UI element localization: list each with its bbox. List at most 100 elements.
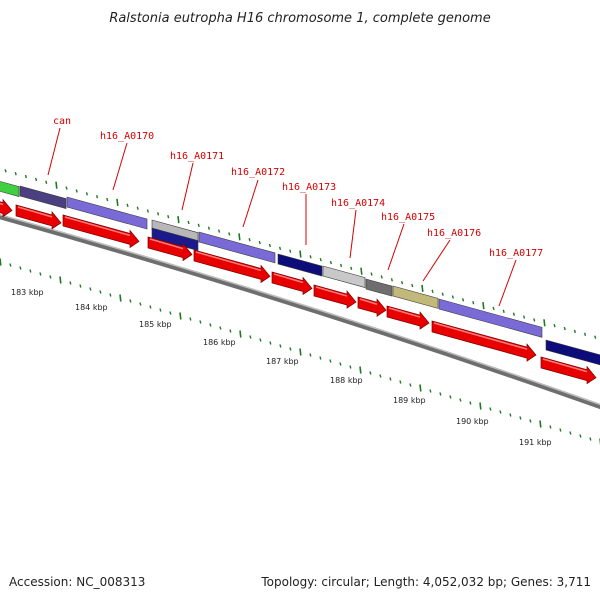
cds-arrow — [271, 271, 313, 296]
cds-arrow-shine — [433, 322, 528, 350]
gene-label[interactable]: h16_A0170 — [100, 131, 154, 142]
gene-label[interactable]: h16_A0171 — [170, 151, 224, 162]
backbone-highlight — [0, 214, 600, 406]
tick-mark — [228, 232, 231, 236]
cds-arrow — [62, 214, 140, 249]
kbp-label: 191 kbp — [519, 438, 552, 447]
tick-mark — [126, 203, 129, 207]
cds-arrow-track — [0, 198, 597, 385]
cds-arrow-shine — [388, 307, 421, 318]
tick-mark — [75, 189, 78, 193]
cds-arrow — [431, 320, 537, 362]
tick-mark — [569, 431, 572, 435]
tick-mark — [509, 413, 512, 417]
tick-mark — [559, 428, 562, 432]
tick-mark — [106, 197, 109, 202]
tick-mark — [512, 312, 515, 316]
tick-mark — [167, 215, 170, 219]
tick-mark — [289, 249, 292, 253]
cds-arrow — [540, 356, 597, 385]
tick-mark — [519, 416, 522, 420]
tick-mark — [4, 169, 7, 173]
feature-track — [0, 181, 600, 366]
tick-mark — [268, 243, 271, 248]
gene-label[interactable]: h16_A0175 — [381, 212, 435, 223]
tick-mark — [469, 401, 472, 405]
tick-mark — [258, 240, 261, 245]
tick-mark — [29, 269, 32, 273]
cds-arrow — [357, 296, 387, 317]
position-labels: 183 kbp 184 kbp 185 kbp 186 kbp 187 kbp … — [11, 288, 552, 447]
feature-segment — [392, 285, 439, 309]
tick-mark — [109, 293, 112, 297]
tick-mark — [419, 384, 422, 392]
tick-mark — [259, 338, 262, 342]
tick-mark — [278, 246, 282, 250]
tick-mark — [400, 280, 404, 285]
tick-mark — [209, 323, 212, 327]
tick-mark — [409, 383, 412, 387]
tick-mark — [238, 233, 241, 241]
feature-segment — [0, 181, 20, 197]
tick-mark — [269, 341, 272, 345]
tick-mark — [177, 216, 180, 224]
tick-mark — [449, 395, 452, 399]
tick-mark — [339, 362, 342, 366]
gene-label[interactable]: h16_A0174 — [331, 198, 385, 209]
cds-arrow-shine — [64, 216, 131, 237]
tick-mark — [329, 359, 332, 363]
tick-mark — [370, 272, 373, 276]
tick-mark — [217, 229, 221, 233]
tick-mark — [289, 347, 292, 351]
tick-mark — [299, 348, 302, 356]
backbone-track — [0, 214, 600, 410]
tick-mark — [299, 250, 302, 258]
cds-arrow-shine — [273, 273, 304, 284]
label-pointer — [498, 259, 517, 307]
tick-mark — [439, 392, 442, 396]
cds-arrow — [313, 284, 357, 309]
cds-arrow — [147, 236, 193, 262]
accession-text: Accession: NC_008313 — [9, 575, 145, 589]
tick-mark — [0, 258, 2, 266]
tick-mark — [136, 206, 139, 210]
feature-segment — [151, 227, 199, 252]
label-pointer — [349, 209, 357, 259]
tick-mark — [69, 281, 72, 285]
tick-mark — [249, 335, 252, 339]
tick-mark — [459, 398, 462, 402]
tick-mark — [319, 356, 322, 360]
tick-mark — [502, 309, 505, 314]
tick-mark — [359, 366, 362, 374]
tick-mark — [492, 306, 495, 311]
gene-label[interactable]: h16_A0177 — [489, 248, 543, 259]
gene-label[interactable]: h16_A0172 — [231, 167, 285, 178]
gene-label[interactable]: can — [53, 116, 71, 127]
kbp-label: 186 kbp — [203, 338, 236, 347]
tick-mark — [34, 177, 38, 182]
tick-mark — [390, 278, 393, 282]
label-pointer — [387, 223, 405, 271]
tick-mark — [563, 326, 566, 331]
tick-mark — [553, 323, 556, 328]
tick-mark — [169, 311, 172, 315]
gene-label[interactable]: h16_A0176 — [427, 228, 481, 239]
feature-segment — [365, 278, 393, 297]
gene-label[interactable]: h16_A0173 — [282, 182, 336, 193]
tick-mark — [369, 371, 372, 375]
label-pointer — [47, 127, 61, 176]
tick-mark — [24, 174, 27, 179]
cds-arrow-shine — [0, 202, 4, 206]
tick-mark — [89, 287, 92, 291]
tick-mark — [189, 317, 192, 321]
tick-mark — [350, 266, 353, 271]
feature-segment — [438, 298, 543, 338]
tick-mark — [65, 186, 68, 190]
tick-mark — [589, 437, 592, 441]
tick-mark — [187, 220, 190, 225]
tick-mark — [329, 260, 332, 265]
tick-mark — [451, 295, 454, 299]
cds-arrow-shine — [359, 298, 378, 305]
cds-arrow — [0, 198, 13, 218]
